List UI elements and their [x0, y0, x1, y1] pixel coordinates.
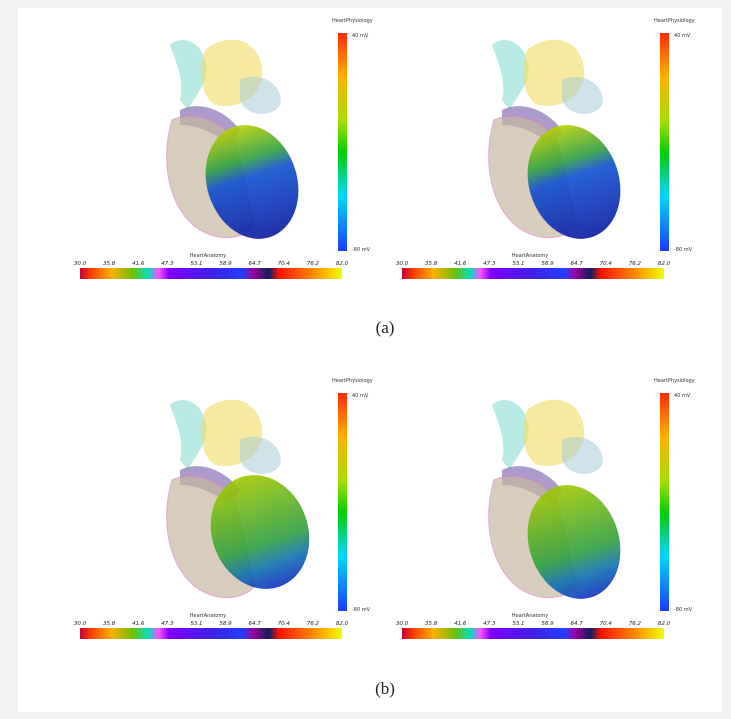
colorbar-max-label: 40 mV: [352, 393, 369, 399]
anatomy-title: HeartAnatomy: [512, 253, 548, 259]
heart-panel: HeartPhysiology 40 mV -80 mV HeartAnatomy 30…: [396, 18, 695, 279]
anatomy-tick-label: 35.8: [425, 621, 438, 627]
anatomy-tick-label: 58.9: [219, 621, 232, 627]
anatomy-tick-label: 70.4: [278, 621, 291, 627]
anatomy-tick-label: 58.9: [541, 261, 554, 267]
colorbar-min-label: -80 mV: [352, 607, 371, 613]
anatomy-tick-label: 35.8: [103, 621, 116, 627]
vessel: [492, 40, 529, 110]
vessel: [170, 40, 207, 110]
heart-render: [166, 39, 299, 239]
vessel: [492, 400, 529, 470]
anatomy-tick-label: 30.0: [396, 261, 409, 267]
colorbar: [660, 33, 669, 251]
vessel: [562, 76, 603, 115]
anatomy-bar: [80, 268, 342, 279]
anatomy-tick-label: 41.6: [454, 261, 467, 267]
colorbar-title: HeartPhysiology: [332, 378, 373, 384]
ventricle: [210, 475, 310, 589]
anatomy-tick-label: 64.7: [571, 261, 584, 267]
anatomy-tick-label: 30.0: [74, 621, 87, 627]
anatomy-tick-label: 47.3: [483, 261, 496, 267]
colorbar-max-label: 40 mV: [674, 33, 691, 39]
heart-panel: HeartPhysiology 40 mV -80 mV HeartAnatomy 30…: [74, 378, 373, 639]
anatomy-title: HeartAnatomy: [512, 613, 548, 619]
anatomy-tick-label: 47.3: [161, 261, 174, 267]
vessel: [240, 76, 281, 115]
anatomy-tick-label: 30.0: [74, 261, 87, 267]
caption: (b): [375, 679, 395, 698]
anatomy-tick-label: 53.1: [190, 261, 202, 267]
anatomy-tick-label: 58.9: [541, 621, 554, 627]
anatomy-tick-label: 70.4: [600, 261, 613, 267]
anatomy-tick-label: 30.0: [396, 621, 409, 627]
anatomy-tick-label: 82.0: [658, 261, 671, 267]
colorbar-title: HeartPhysiology: [332, 18, 373, 24]
anatomy-tick-label: 41.6: [454, 621, 467, 627]
colorbar: [660, 393, 669, 611]
anatomy-tick-label: 58.9: [219, 261, 232, 267]
ventricle: [205, 125, 299, 239]
caption: (a): [376, 318, 395, 337]
anatomy-tick-label: 82.0: [658, 621, 671, 627]
heart-render: [488, 39, 621, 239]
anatomy-tick-label: 76.2: [307, 621, 320, 627]
anatomy-tick-label: 53.1: [190, 621, 202, 627]
anatomy-title: HeartAnatomy: [190, 613, 226, 619]
anatomy-bar: [402, 268, 664, 279]
vessel: [170, 400, 207, 470]
anatomy-tick-label: 64.7: [249, 621, 262, 627]
heart-render: [488, 399, 621, 599]
anatomy-bar: [402, 628, 664, 639]
anatomy-tick-label: 53.1: [512, 261, 524, 267]
colorbar-max-label: 40 mV: [352, 33, 369, 39]
anatomy-tick-label: 82.0: [336, 261, 349, 267]
anatomy-tick-label: 41.6: [132, 621, 145, 627]
heart-panel: HeartPhysiology 40 mV -80 mV HeartAnatomy 30…: [396, 378, 695, 639]
anatomy-tick-label: 64.7: [249, 261, 262, 267]
anatomy-tick-label: 76.2: [629, 621, 642, 627]
anatomy-tick-label: 41.6: [132, 261, 145, 267]
anatomy-tick-label: 76.2: [629, 261, 642, 267]
colorbar-max-label: 40 mV: [674, 393, 691, 399]
anatomy-bar: [80, 628, 342, 639]
anatomy-tick-label: 47.3: [483, 621, 496, 627]
anatomy-tick-label: 82.0: [336, 621, 349, 627]
colorbar-min-label: -80 mV: [674, 607, 693, 613]
anatomy-tick-label: 70.4: [600, 621, 613, 627]
colorbar-title: HeartPhysiology: [654, 378, 695, 384]
figure-panel: [18, 8, 722, 712]
anatomy-title: HeartAnatomy: [190, 253, 226, 259]
ventricle: [527, 485, 621, 599]
colorbar: [338, 393, 347, 611]
colorbar: [338, 33, 347, 251]
anatomy-tick-label: 53.1: [512, 621, 524, 627]
anatomy-tick-label: 76.2: [307, 261, 320, 267]
anatomy-tick-label: 47.3: [161, 621, 174, 627]
vessel: [240, 436, 281, 475]
colorbar-min-label: -80 mV: [352, 247, 371, 253]
ventricle: [527, 125, 621, 239]
colorbar-title: HeartPhysiology: [654, 18, 695, 24]
anatomy-tick-label: 35.8: [103, 261, 116, 267]
anatomy-tick-label: 64.7: [571, 621, 584, 627]
vessel: [562, 436, 603, 475]
heart-panel: HeartPhysiology 40 mV -80 mV HeartAnatomy 30…: [74, 18, 373, 279]
colorbar-min-label: -80 mV: [674, 247, 693, 253]
anatomy-tick-label: 70.4: [278, 261, 291, 267]
heart-render: [166, 399, 310, 599]
anatomy-tick-label: 35.8: [425, 261, 438, 267]
